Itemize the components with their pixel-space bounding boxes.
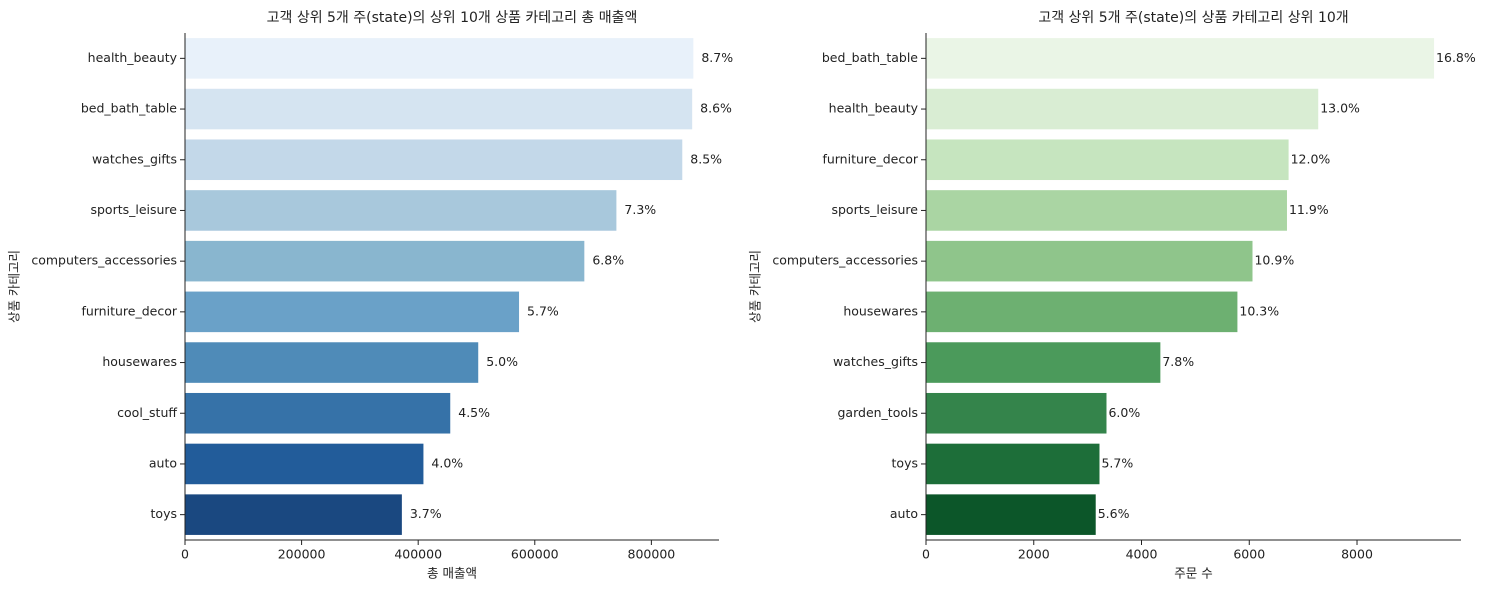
y-tick-label: health_beauty [829,101,919,116]
panel: 고객 상위 5개 주(state)의 상위 10개 상품 카테고리 총 매출액총… [7,10,734,581]
bar [185,291,520,333]
bar [926,392,1107,434]
x-tick-label: 8000 [1341,547,1373,562]
title: 고객 상위 5개 주(state)의 상위 10개 상품 카테고리 총 매출액 [267,10,638,26]
bar [185,190,617,231]
x-tick-label: 600000 [511,547,559,562]
x-axis-label: 총 매출액 [427,566,477,581]
bar-label: 10.3% [1239,303,1279,318]
y-tick-label: sports_leisure [831,202,918,217]
bar [926,139,1289,181]
bar-label: 5.7% [1101,455,1133,470]
y-axis-label: 상품 카테고리 [748,250,763,323]
bar [185,494,402,535]
bar [926,291,1238,333]
bar [185,88,693,130]
y-tick-label: furniture_decor [822,151,918,166]
bar-label: 7.8% [1162,354,1194,369]
x-tick-label: 0 [181,547,189,562]
y-tick-label: housewares [102,354,177,369]
title: 고객 상위 5개 주(state)의 상품 카테고리 상위 10개 [1038,10,1348,26]
bar [926,443,1100,485]
y-tick-label: garden_tools [838,405,919,420]
bar-label: 5.6% [1098,506,1130,521]
bar-label: 4.0% [431,455,463,470]
bar [926,342,1161,383]
bar-label: 11.9% [1289,202,1329,217]
y-tick-label: computers_accessories [772,253,918,268]
bar [926,494,1096,535]
y-tick-label: housewares [843,303,918,318]
x-tick-label: 2000 [1018,547,1050,562]
bar [185,240,585,282]
bar-label: 6.0% [1108,405,1140,420]
bar-label: 8.7% [701,50,733,65]
bar-label: 8.5% [690,151,722,166]
x-tick-label: 6000 [1233,547,1265,562]
x-axis-label: 주문 수 [1174,566,1212,581]
bar-label: 7.3% [624,202,656,217]
bar-label: 13.0% [1320,101,1360,116]
bar-label: 8.6% [700,101,732,116]
bar-label: 16.8% [1436,50,1476,65]
bar [926,88,1319,130]
bar [185,38,694,79]
x-tick-label: 400000 [394,547,442,562]
bar [185,443,424,485]
y-axis-label: 상품 카테고리 [7,250,22,323]
y-tick-label: auto [890,506,918,521]
y-tick-label: health_beauty [88,50,178,65]
y-tick-label: watches_gifts [92,151,177,166]
y-tick-label: auto [149,455,177,470]
y-tick-label: bed_bath_table [822,50,918,65]
y-tick-label: bed_bath_table [81,101,177,116]
bar [926,190,1287,231]
bar-label: 4.5% [458,405,490,420]
bar-label: 12.0% [1291,151,1331,166]
x-tick-label: 200000 [278,547,326,562]
x-tick-label: 4000 [1126,547,1158,562]
y-tick-label: sports_leisure [90,202,177,217]
y-tick-label: toys [151,506,177,521]
bar [185,392,451,434]
bar [185,342,479,383]
bar-label: 5.7% [527,303,559,318]
bar [926,38,1435,79]
y-tick-label: watches_gifts [833,354,918,369]
y-tick-label: toys [892,455,918,470]
x-tick-label: 800000 [628,547,676,562]
y-tick-label: furniture_decor [81,303,177,318]
y-tick-label: cool_stuff [117,405,177,420]
bar-label: 5.0% [486,354,518,369]
bar [926,240,1253,282]
bar-label: 6.8% [592,253,624,268]
bar [185,139,683,181]
bar-label: 10.9% [1254,253,1294,268]
y-tick-label: computers_accessories [31,253,177,268]
x-tick-label: 0 [922,547,930,562]
bar-label: 3.7% [410,506,442,521]
